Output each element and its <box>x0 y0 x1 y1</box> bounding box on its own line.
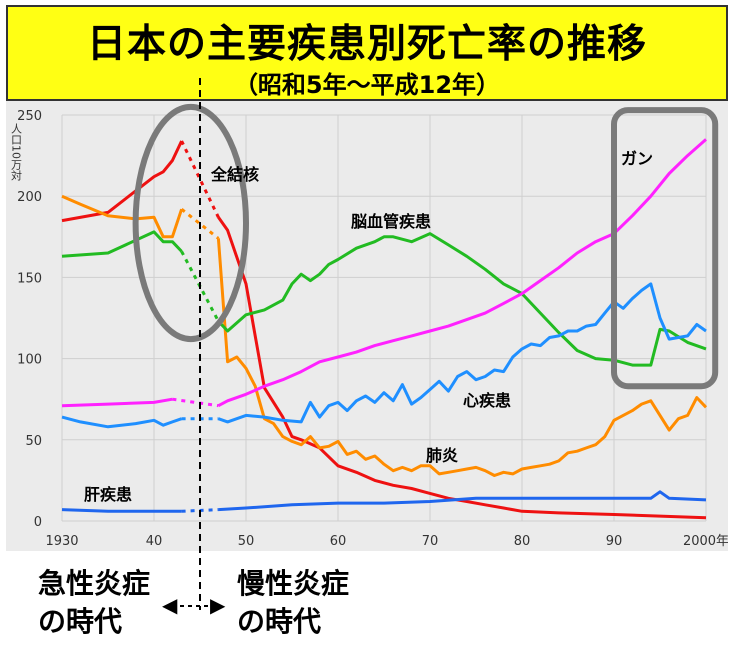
series-line-心疾患 <box>217 282 707 424</box>
title-banner: 日本の主要疾患別死亡率の推移 （昭和5年～平成12年） <box>6 5 728 101</box>
chart-title: 日本の主要疾患別死亡率の推移 <box>86 22 647 67</box>
x-tick-label: 1930 <box>45 534 78 549</box>
series-label: 肺炎 <box>426 446 458 465</box>
era-chronic-line1: 慢性炎症 <box>237 567 350 600</box>
series-line-ガン <box>61 397 173 408</box>
highlight-ellipse <box>132 103 250 343</box>
series-line-肝疾患 <box>61 508 182 513</box>
series-line-肝疾患 <box>218 490 707 512</box>
series-label: ガン <box>621 149 653 168</box>
x-tick-label: 90 <box>606 534 623 549</box>
x-tick-label: 2000年 <box>683 534 728 549</box>
arrow-right-icon: ▶ <box>210 593 226 617</box>
arrow-left-icon: ◀ <box>162 593 178 617</box>
era-acute-label: 急性炎症 の時代 <box>38 565 150 641</box>
series-label: 脳血管疾患 <box>351 212 431 231</box>
series-line-心疾患 <box>61 415 183 429</box>
series-line-脳血管疾患 <box>217 232 707 367</box>
era-acute-line1: 急性炎症 <box>38 567 151 600</box>
era-chronic-line2: の時代 <box>237 605 322 638</box>
y-tick-label: 50 <box>25 434 42 449</box>
y-tick-label: 200 <box>17 190 42 205</box>
y-tick-label: 100 <box>17 353 42 368</box>
x-tick-label: 70 <box>422 534 439 549</box>
y-axis-label: 人口10万対 <box>10 123 23 181</box>
series-line-肺炎 <box>216 238 708 477</box>
series-label: 全結核 <box>210 165 259 184</box>
x-tick-label: 50 <box>238 534 255 549</box>
x-tick-label: 80 <box>514 534 531 549</box>
series-line-脳血管疾患 <box>61 230 183 258</box>
x-tick-label: 40 <box>146 534 163 549</box>
era-acute-line2: の時代 <box>38 605 123 638</box>
series-gap-ガン <box>172 397 219 408</box>
era-chronic-label: 慢性炎症 の時代 <box>237 565 349 641</box>
y-tick-label: 250 <box>17 109 42 124</box>
chart-area: 0 50 100 150 200 250 1930 40 50 60 70 80 90 2000年 人口10… <box>6 101 728 551</box>
series-line-ガン <box>217 138 707 408</box>
y-tick-label: 150 <box>17 271 42 286</box>
chart-subtitle: （昭和5年～平成12年） <box>233 71 501 99</box>
series-line-全結核 <box>217 216 707 520</box>
x-tick-label: 60 <box>330 534 347 549</box>
series-label: 心疾患 <box>463 391 511 410</box>
highlight-box <box>611 107 719 390</box>
series-gap-肺炎 <box>180 208 220 240</box>
y-tick-label: 0 <box>34 515 42 530</box>
series-line-肺炎 <box>61 194 184 239</box>
series-label: 肝疾患 <box>84 485 132 504</box>
